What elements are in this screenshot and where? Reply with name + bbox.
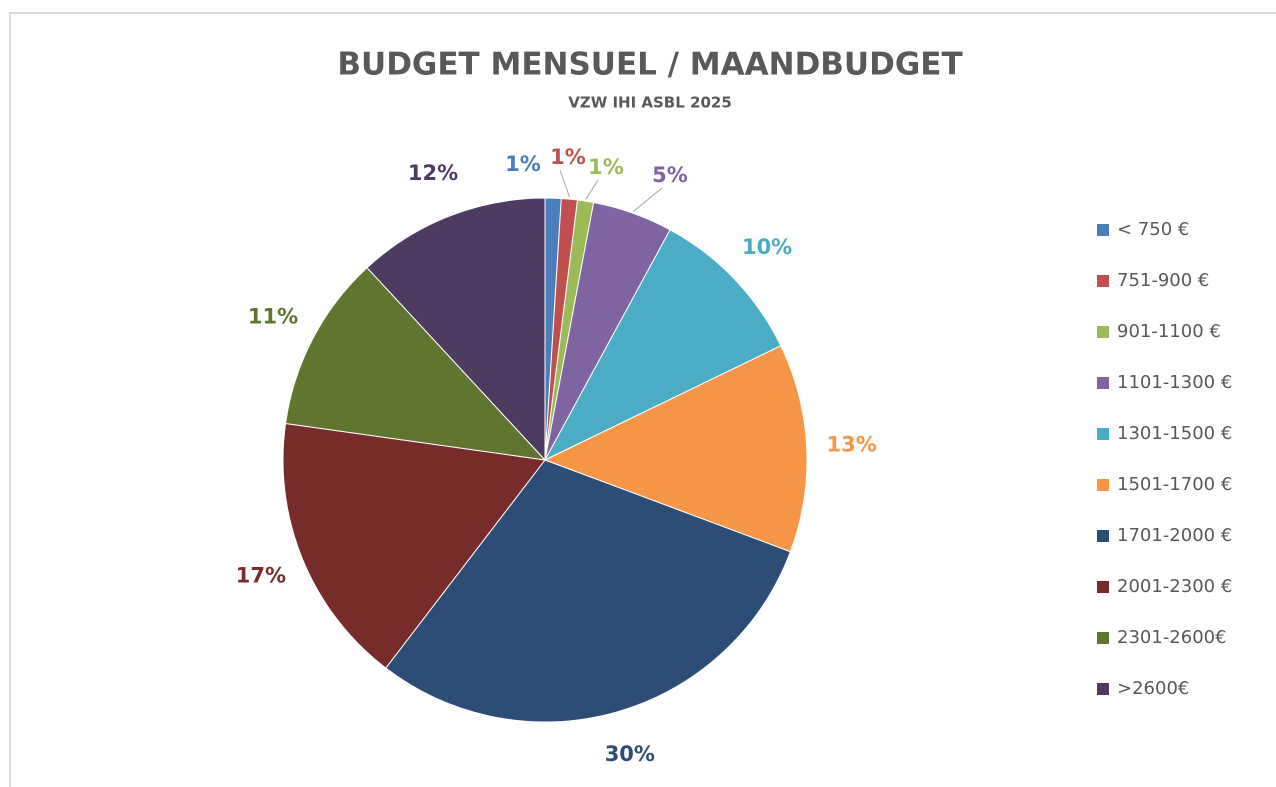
legend-swatch — [1097, 275, 1109, 287]
data-label: 17% — [236, 563, 286, 587]
legend-label: 1101-1300 € — [1117, 372, 1232, 393]
pie-slice — [385, 459, 792, 723]
data-label: 5% — [652, 163, 688, 187]
legend-label: 901-1100 € — [1117, 321, 1221, 342]
legend-swatch — [1097, 224, 1109, 236]
legend-swatch — [1097, 530, 1109, 542]
chart-title: BUDGET MENSUEL / MAANDBUDGET — [337, 47, 962, 83]
data-label: 1% — [588, 155, 624, 179]
legend-label: 1701-2000 € — [1117, 525, 1232, 546]
legend-swatch — [1097, 326, 1109, 338]
legend-label: 1301-1500 € — [1117, 423, 1232, 444]
pie-slice — [366, 197, 546, 462]
leader-line — [559, 169, 571, 198]
data-label: 13% — [827, 433, 877, 457]
data-label: 10% — [742, 235, 792, 259]
leader-line — [633, 187, 663, 212]
legend-label: 2301-2600€ — [1117, 627, 1227, 648]
legend-label: 1501-1700 € — [1117, 474, 1232, 495]
pie-slice — [543, 345, 808, 553]
pie-slice — [284, 266, 547, 461]
legend-swatch — [1097, 479, 1109, 491]
data-label: 30% — [605, 742, 655, 766]
legend-label: 751-900 € — [1117, 270, 1209, 291]
legend-label: 2001-2300 € — [1117, 576, 1232, 597]
leader-line — [585, 179, 599, 200]
legend-swatch — [1097, 377, 1109, 389]
chart-frame — [9, 12, 1276, 787]
chart-subtitle: VZW IHI ASBL 2025 — [568, 94, 732, 112]
data-label: 1% — [550, 145, 586, 169]
legend-swatch — [1097, 683, 1109, 695]
legend-swatch — [1097, 581, 1109, 593]
data-label: 12% — [408, 161, 458, 185]
pie-slice — [282, 422, 546, 669]
legend-swatch — [1097, 428, 1109, 440]
data-label: 1% — [505, 152, 541, 176]
pie-slice — [543, 229, 782, 462]
legend-label: >2600€ — [1117, 678, 1189, 699]
data-label: 11% — [248, 305, 298, 329]
legend-label: < 750 € — [1117, 219, 1189, 240]
legend-swatch — [1097, 632, 1109, 644]
